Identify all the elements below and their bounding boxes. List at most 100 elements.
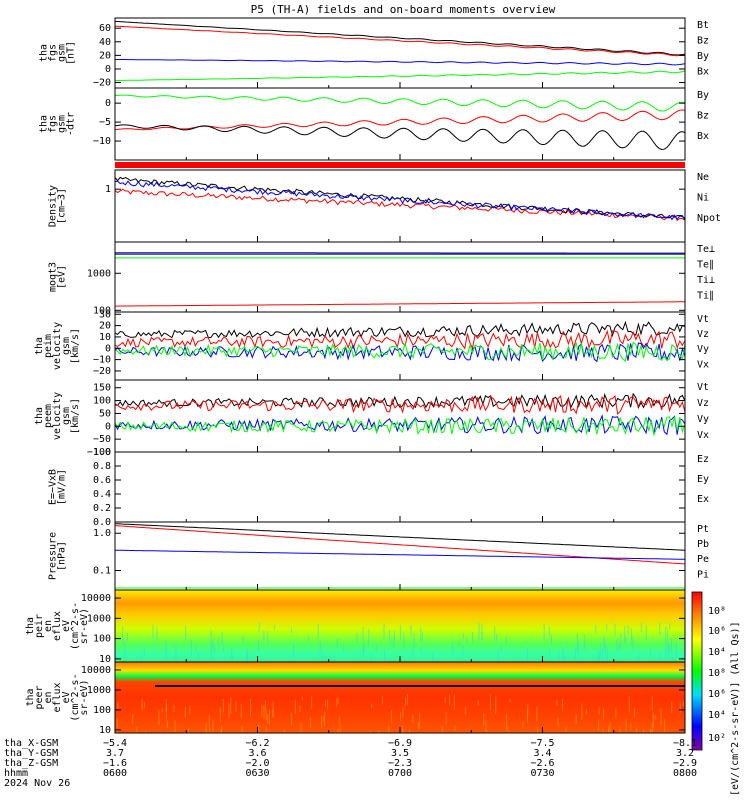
series-line-bx bbox=[114, 124, 686, 151]
y-tick-label: 150 bbox=[93, 383, 111, 394]
y-axis-label: en bbox=[43, 691, 54, 703]
y-tick-label: 60 bbox=[99, 23, 111, 34]
y-axis-label: gsm bbox=[57, 44, 68, 62]
series-line-ti bbox=[115, 301, 685, 307]
x-axis-annotation: tha_X-GSM tha_Y-GSM tha_Z-GSM hhmm 2024 … bbox=[4, 738, 697, 789]
colorbar-tick: 10⁶ bbox=[708, 626, 726, 637]
x-tick-label: 3.2 bbox=[676, 748, 694, 759]
y-tick-label: 0.2 bbox=[93, 503, 111, 514]
legend-entry: Vx bbox=[697, 430, 709, 441]
y-axis-label: -dtr bbox=[66, 112, 77, 136]
colorbar-tick: 10⁸ bbox=[708, 668, 726, 679]
panel-electron-spectrogram: 10000 1000 100 10 thapeerenefluxeV(cm^2-s-sr… bbox=[25, 661, 686, 736]
colorbar-tick: 10⁶ bbox=[708, 689, 726, 700]
legend-entry: Te⊥ bbox=[697, 244, 715, 255]
x-tick-label: −2.6 bbox=[530, 758, 554, 769]
legend-entry: Pi bbox=[697, 569, 709, 580]
y-tick-label: 0 bbox=[105, 421, 111, 432]
y-tick-label: −100 bbox=[87, 447, 111, 458]
legend-entry: Vt bbox=[697, 314, 709, 325]
spectrogram-fill bbox=[115, 662, 685, 733]
y-tick-label: −50 bbox=[93, 434, 111, 445]
legend-entry: Ni bbox=[697, 193, 709, 204]
legend-entry: Ti⊥ bbox=[697, 275, 715, 286]
y-axis-label: velocity bbox=[52, 392, 63, 440]
y-axis-label: [nT] bbox=[66, 41, 77, 65]
x-tick-label: 3.4 bbox=[533, 748, 551, 759]
series-line-vz bbox=[114, 329, 686, 351]
y-axis-label: en bbox=[43, 620, 54, 632]
x-row-label: tha_X-GSM bbox=[4, 738, 58, 749]
y-axis-label: velocity bbox=[52, 322, 63, 370]
series-line-vy bbox=[114, 413, 686, 436]
series-line-vx bbox=[114, 341, 686, 362]
y-tick-label: 20 bbox=[99, 321, 111, 332]
y-tick-label: −10 bbox=[93, 355, 111, 366]
y-axis-label: (cm^2-s- bbox=[70, 673, 81, 721]
panel-frame bbox=[114, 311, 686, 381]
series-line-vz bbox=[114, 394, 686, 415]
colorbar-label: [eV/(cm^2-s-sr-eV)] (All Qs)] bbox=[730, 621, 741, 796]
y-axis-label: [cm−3] bbox=[57, 188, 68, 224]
y-axis-label: tha bbox=[34, 337, 45, 355]
panel-frame bbox=[114, 521, 686, 591]
y-tick-label: 10 bbox=[99, 725, 111, 736]
colorbar-tick: 10² bbox=[708, 733, 726, 744]
y-axis-label: tha bbox=[25, 688, 36, 706]
legend-entry: Ne bbox=[697, 172, 709, 183]
x-tick-label: 3.5 bbox=[391, 748, 409, 759]
y-axis-label: peem bbox=[43, 404, 54, 428]
y-axis-label: sr-eV) bbox=[79, 608, 90, 644]
y-tick-label: 10000 bbox=[81, 665, 111, 676]
legend-entry: Bz bbox=[697, 111, 709, 122]
y-tick-label: −20 bbox=[93, 78, 111, 89]
x-row-label: tha_Y-GSM bbox=[4, 748, 58, 759]
x-tick-label: 0600 bbox=[103, 768, 127, 779]
y-tick-label: 0.0 bbox=[93, 517, 111, 528]
panel-pressure: 1.0 0.1 Pressure[nPa] Pt Pb Pe Pi bbox=[48, 521, 709, 591]
x-tick-label: 0800 bbox=[673, 768, 697, 779]
y-tick-label: 100 bbox=[93, 705, 111, 716]
y-tick-label: 30 bbox=[99, 309, 111, 320]
panel-density: 1 Density[cm−3] Ne Ni Npot bbox=[48, 169, 721, 243]
y-tick-label: 0.4 bbox=[93, 489, 111, 500]
y-axis-label: [eV] bbox=[57, 265, 68, 289]
y-axis-label: eflux bbox=[52, 682, 63, 712]
legend-entry: By bbox=[697, 90, 709, 101]
y-tick-label: 100 bbox=[93, 305, 111, 316]
series-line-bx bbox=[115, 70, 686, 81]
y-axis-label: Pressure bbox=[48, 532, 59, 580]
x-tick-label: 0700 bbox=[388, 768, 412, 779]
y-tick-label: 1000 bbox=[87, 685, 111, 696]
x-tick-label: 0630 bbox=[245, 768, 269, 779]
y-tick-label: 0 bbox=[105, 343, 111, 354]
plot-title: P5 (TH-A) fields and on-board moments ov… bbox=[251, 3, 556, 16]
y-axis-label: eV bbox=[61, 620, 72, 632]
legend-entry: Vz bbox=[697, 329, 709, 340]
colorbar-gradient bbox=[691, 591, 703, 751]
x-tick-label: −1.6 bbox=[103, 758, 127, 769]
series-line-vt bbox=[114, 392, 686, 410]
y-axis-label: eV bbox=[61, 691, 72, 703]
legend-entry: Pb bbox=[697, 539, 709, 550]
y-tick-label: 0.6 bbox=[93, 475, 111, 486]
x-tick-label: 3.7 bbox=[106, 748, 124, 759]
x-tick-label: 3.6 bbox=[248, 748, 266, 759]
series-line-by bbox=[115, 59, 686, 66]
series-line-vx bbox=[114, 416, 686, 437]
panel-frame bbox=[114, 17, 686, 89]
x-tick-label: −6.2 bbox=[245, 738, 269, 749]
x-row-label: tha_Z-GSM bbox=[4, 758, 58, 769]
y-tick-label: 1.0 bbox=[93, 528, 111, 539]
legend-entry: Ti∥ bbox=[697, 291, 714, 302]
x-row-label: hhmm bbox=[4, 768, 28, 779]
legend-entry: Ex bbox=[697, 494, 709, 505]
legend-entry: Bx bbox=[697, 67, 709, 78]
colorbar-tick: 10⁴ bbox=[708, 710, 726, 721]
y-axis-label: [mV/m] bbox=[57, 469, 68, 505]
